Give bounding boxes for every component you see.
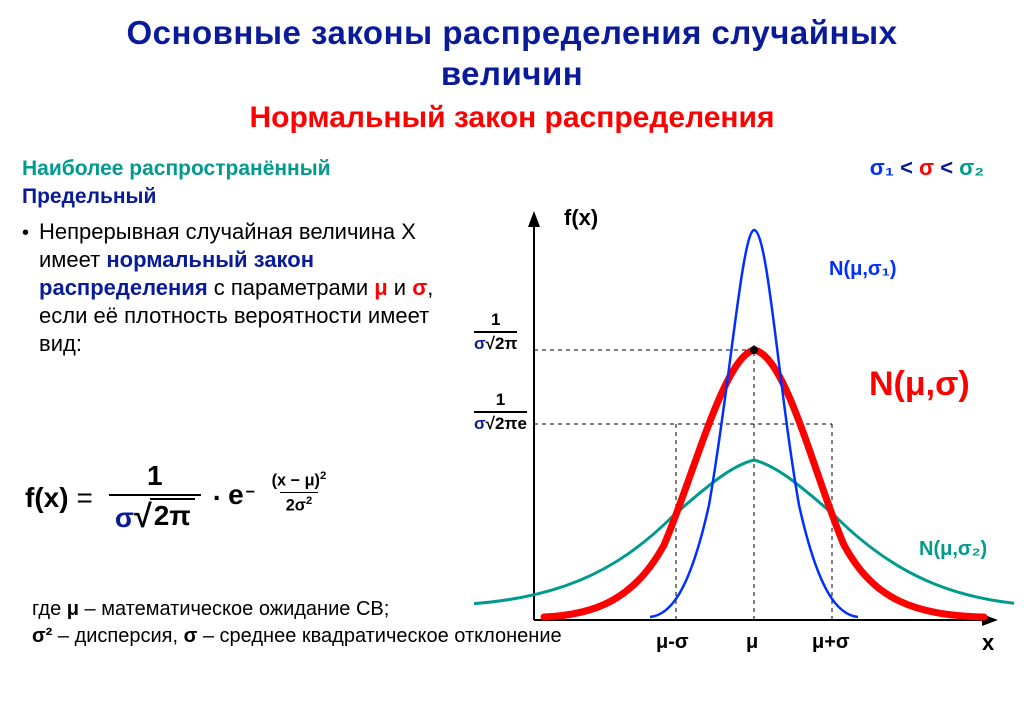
sigma-relation: σ₁ < σ < σ₂ (870, 155, 984, 181)
formula-exp: e − (x − μ)2 2σ2 (228, 479, 338, 515)
exp-2sig: 2σ (286, 497, 306, 515)
density-formula: f(x) = 1 σ2π · e − (x − μ)2 2σ2 (25, 460, 455, 535)
para-sigma: σ (412, 275, 427, 300)
frac-2pi: 2π (150, 498, 195, 532)
paragraph: Непрерывная случайная величина X имеет н… (39, 218, 462, 359)
label-n-sigma2: N(μ,σ₂) (919, 538, 987, 560)
exp-den: 2σ2 (280, 492, 318, 515)
para-mid: с параметрами (208, 275, 375, 300)
frac-den: σ 2π (109, 494, 201, 535)
formula-fraction: 1 σ 2π (109, 460, 201, 535)
fn-sigma: σ (184, 625, 198, 647)
tick-mu-minus: μ-σ (656, 631, 689, 653)
fn-sigma2: σ² (32, 625, 52, 647)
exp-sq2: 2 (306, 495, 312, 507)
sqrt-icon: 2π (134, 498, 195, 535)
main-title: Основные законы распределения случайных … (0, 0, 1024, 95)
fn-l1-post: – математическое ожидание СВ; (79, 598, 389, 620)
subtitle-text: Нормальный закон распределения (250, 101, 775, 134)
exp-base: e (228, 479, 244, 511)
sig-s: σ (919, 155, 934, 180)
exp-sq1: 2 (320, 470, 326, 482)
subtitle: Нормальный закон распределения (0, 101, 1024, 135)
exp-num: (x − μ)2 (266, 470, 333, 492)
curve-sigma2 (474, 460, 1014, 605)
x-axis-label: x (982, 630, 995, 655)
bullet-icon: • (22, 222, 29, 245)
chart-area: σ₁ < σ < σ₂ 1 σ√2π 1 σ√2πe (474, 155, 1014, 655)
fn-l2-mid: – дисперсия, (52, 625, 183, 647)
title-line2: величин (441, 55, 583, 92)
annotation-common: Наиболее распространённый (22, 155, 462, 183)
frac-sigma: σ (115, 502, 134, 533)
para-and: и (388, 275, 413, 300)
title-line1: Основные законы распределения случайных (126, 14, 897, 51)
exp-xmu: (x − μ) (272, 471, 320, 489)
left-column: Наиболее распространённый Предельный • Н… (22, 155, 462, 358)
para-mu: μ (374, 275, 387, 300)
chart-svg: f(x) x μ-σ μ μ+σ N(μ,σ₁) N(μ,σ) N(μ,σ₂) (474, 205, 1014, 665)
exp-sup: − (x − μ)2 2σ2 (246, 470, 339, 516)
label-n-sigma1: N(μ,σ₁) (829, 258, 897, 280)
sig-s1: σ₁ (870, 155, 894, 180)
paragraph-row: • Непрерывная случайная величина X имеет… (22, 218, 462, 359)
exp-minus: − (246, 483, 255, 501)
formula-dot: · (213, 482, 222, 514)
sig-lt1: < (894, 155, 919, 180)
annotation-limit: Предельный (22, 183, 462, 211)
formula-lhs: f(x) (25, 482, 69, 514)
fn-l1-pre: где (32, 598, 67, 620)
frac-num: 1 (141, 460, 169, 494)
tick-mu-plus: μ+σ (812, 631, 850, 653)
peak-dot (750, 346, 758, 354)
sig-lt2: < (934, 155, 959, 180)
fn-mu: μ (67, 598, 79, 620)
fx-axis-label: f(x) (564, 205, 598, 230)
tick-mu: μ (746, 631, 758, 653)
sig-s2: σ₂ (959, 155, 984, 180)
label-n-sigma: N(μ,σ) (869, 365, 970, 403)
